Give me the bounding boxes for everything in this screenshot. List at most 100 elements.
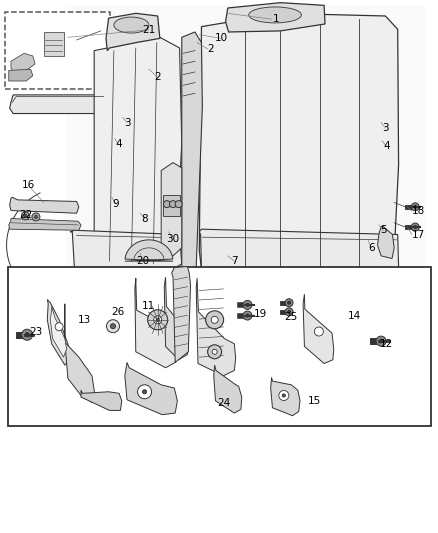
Circle shape xyxy=(154,316,162,324)
Polygon shape xyxy=(85,37,182,272)
Text: 11: 11 xyxy=(142,301,155,311)
Circle shape xyxy=(285,308,293,316)
Text: 1: 1 xyxy=(272,14,279,24)
Circle shape xyxy=(106,320,120,333)
Polygon shape xyxy=(106,13,160,51)
Circle shape xyxy=(32,213,40,221)
Text: 8: 8 xyxy=(141,214,148,223)
Circle shape xyxy=(211,316,218,324)
Circle shape xyxy=(379,340,383,343)
Polygon shape xyxy=(10,197,79,213)
Text: 7: 7 xyxy=(231,256,238,266)
Circle shape xyxy=(288,310,290,313)
Ellipse shape xyxy=(114,17,149,33)
Circle shape xyxy=(148,310,168,330)
Circle shape xyxy=(21,329,33,340)
Polygon shape xyxy=(199,13,399,280)
Bar xyxy=(163,195,180,216)
Circle shape xyxy=(376,336,386,346)
Text: 18: 18 xyxy=(412,206,425,216)
Polygon shape xyxy=(378,227,394,259)
Text: 15: 15 xyxy=(308,396,321,406)
Circle shape xyxy=(314,327,323,336)
Text: 2: 2 xyxy=(207,44,214,54)
Circle shape xyxy=(156,318,159,321)
Circle shape xyxy=(205,311,224,329)
Circle shape xyxy=(288,301,290,304)
Circle shape xyxy=(24,214,27,217)
Circle shape xyxy=(243,301,252,309)
Circle shape xyxy=(279,391,289,400)
Text: 17: 17 xyxy=(412,230,425,239)
Polygon shape xyxy=(9,219,81,230)
Bar xyxy=(8,266,431,426)
Polygon shape xyxy=(172,266,191,362)
Circle shape xyxy=(246,314,249,317)
Text: 4: 4 xyxy=(383,141,390,151)
Circle shape xyxy=(283,394,285,397)
Text: 5: 5 xyxy=(380,225,387,235)
Circle shape xyxy=(285,298,293,307)
Text: 20: 20 xyxy=(136,256,149,266)
Circle shape xyxy=(138,385,152,399)
Polygon shape xyxy=(10,95,117,114)
Text: 14: 14 xyxy=(348,311,361,320)
Text: 19: 19 xyxy=(254,310,267,319)
Polygon shape xyxy=(44,32,64,56)
Text: 13: 13 xyxy=(78,315,91,325)
Text: 16: 16 xyxy=(22,181,35,190)
Polygon shape xyxy=(81,390,122,410)
Polygon shape xyxy=(214,365,242,413)
Circle shape xyxy=(414,225,417,229)
Polygon shape xyxy=(199,229,399,274)
Circle shape xyxy=(21,212,29,220)
Polygon shape xyxy=(9,69,33,81)
Polygon shape xyxy=(50,306,67,357)
Ellipse shape xyxy=(249,7,301,23)
Text: 3: 3 xyxy=(382,123,389,133)
Polygon shape xyxy=(271,377,300,416)
Circle shape xyxy=(170,200,177,208)
Text: 6: 6 xyxy=(368,243,375,253)
Circle shape xyxy=(411,223,419,231)
Text: 25: 25 xyxy=(285,312,298,322)
Text: 30: 30 xyxy=(166,234,180,244)
Circle shape xyxy=(208,345,222,359)
Circle shape xyxy=(25,333,29,337)
Text: 22: 22 xyxy=(20,210,33,220)
Circle shape xyxy=(246,303,249,306)
Polygon shape xyxy=(65,304,95,402)
Text: 21: 21 xyxy=(142,25,155,35)
Text: 9: 9 xyxy=(113,199,120,209)
Text: 23: 23 xyxy=(29,327,42,336)
Text: 26: 26 xyxy=(111,308,124,317)
Text: 12: 12 xyxy=(380,339,393,349)
Polygon shape xyxy=(47,300,71,365)
Circle shape xyxy=(55,322,63,331)
Polygon shape xyxy=(11,53,35,75)
Polygon shape xyxy=(125,362,177,415)
Text: 4: 4 xyxy=(115,139,122,149)
Circle shape xyxy=(414,205,417,208)
Circle shape xyxy=(212,349,217,354)
Polygon shape xyxy=(303,294,334,364)
Circle shape xyxy=(110,324,116,329)
Circle shape xyxy=(175,200,182,208)
Text: 2: 2 xyxy=(154,72,161,82)
Circle shape xyxy=(35,215,37,219)
Polygon shape xyxy=(66,5,425,282)
Text: 24: 24 xyxy=(217,398,230,408)
Polygon shape xyxy=(196,278,236,376)
Circle shape xyxy=(142,390,147,394)
Bar xyxy=(5,12,110,89)
Circle shape xyxy=(243,311,252,320)
Polygon shape xyxy=(135,278,177,368)
Text: 10: 10 xyxy=(215,34,228,43)
Polygon shape xyxy=(226,3,325,32)
Polygon shape xyxy=(125,240,173,261)
Circle shape xyxy=(163,200,170,208)
Text: 3: 3 xyxy=(124,118,131,127)
Circle shape xyxy=(411,203,419,211)
Polygon shape xyxy=(70,230,182,272)
Polygon shape xyxy=(182,32,202,273)
